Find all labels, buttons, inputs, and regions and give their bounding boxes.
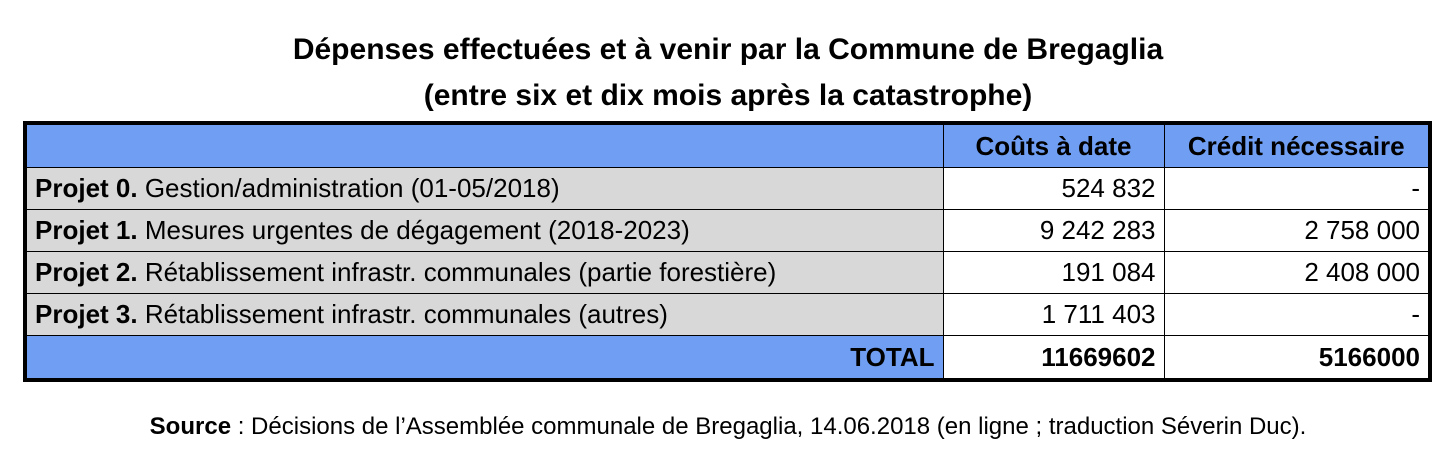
- costs-to-date-cell: 191 084: [942, 251, 1165, 294]
- table-row: Projet 1. Mesures urgentes de dégagement…: [24, 209, 1431, 252]
- header-blank-cell: [24, 122, 944, 168]
- source-note: Source : Décisions de l’Assemblée commun…: [0, 411, 1456, 443]
- costs-to-date-cell: 9 242 283: [942, 209, 1165, 252]
- credit-needed-cell: -: [1163, 167, 1431, 210]
- total-row: TOTAL 11669602 5166000: [24, 335, 1431, 381]
- table-row: Projet 0. Gestion/administration (01-05/…: [24, 167, 1431, 210]
- credit-needed-cell: 2 408 000: [1163, 251, 1431, 294]
- project-description: Rétablissement infrastr. communales (par…: [144, 257, 777, 287]
- total-label: TOTAL: [24, 335, 944, 381]
- project-number: Projet 3.: [35, 299, 138, 329]
- table-title: Dépenses effectuées et à venir par la Co…: [292, 33, 1164, 66]
- header-credit-needed: Crédit nécessaire: [1163, 122, 1431, 168]
- row-label: Projet 1. Mesures urgentes de dégagement…: [24, 209, 944, 252]
- total-credit-needed: 5166000: [1163, 335, 1431, 381]
- costs-to-date-cell: 524 832: [942, 167, 1165, 210]
- project-description: Mesures urgentes de dégagement (2018-202…: [144, 215, 690, 245]
- row-label: Projet 3. Rétablissement infrastr. commu…: [24, 293, 944, 336]
- costs-to-date-cell: 1 711 403: [942, 293, 1165, 336]
- source-text: : Décisions de l’Assemblée communale de …: [231, 413, 1307, 440]
- project-number: Projet 0.: [35, 173, 138, 203]
- costs-table: Coûts à date Crédit nécessaire Projet 0.…: [23, 121, 1432, 382]
- header-costs-to-date: Coûts à date: [942, 122, 1165, 168]
- project-number: Projet 2.: [35, 257, 138, 287]
- project-number: Projet 1.: [35, 215, 138, 245]
- row-label: Projet 0. Gestion/administration (01-05/…: [24, 167, 944, 210]
- table-subtitle: (entre six et dix mois après la catastro…: [423, 79, 1033, 112]
- table-header-row: Coûts à date Crédit nécessaire: [24, 122, 1431, 168]
- credit-needed-cell: 2 758 000: [1163, 209, 1431, 252]
- total-costs-to-date: 11669602: [942, 335, 1165, 381]
- credit-needed-cell: -: [1163, 293, 1431, 336]
- project-description: Rétablissement infrastr. communales (aut…: [144, 299, 668, 329]
- table-row: Projet 2. Rétablissement infrastr. commu…: [24, 251, 1431, 294]
- row-label: Projet 2. Rétablissement infrastr. commu…: [24, 251, 944, 294]
- table-row: Projet 3. Rétablissement infrastr. commu…: [24, 293, 1431, 336]
- source-label: Source: [149, 413, 232, 440]
- project-description: Gestion/administration (01-05/2018): [144, 173, 560, 203]
